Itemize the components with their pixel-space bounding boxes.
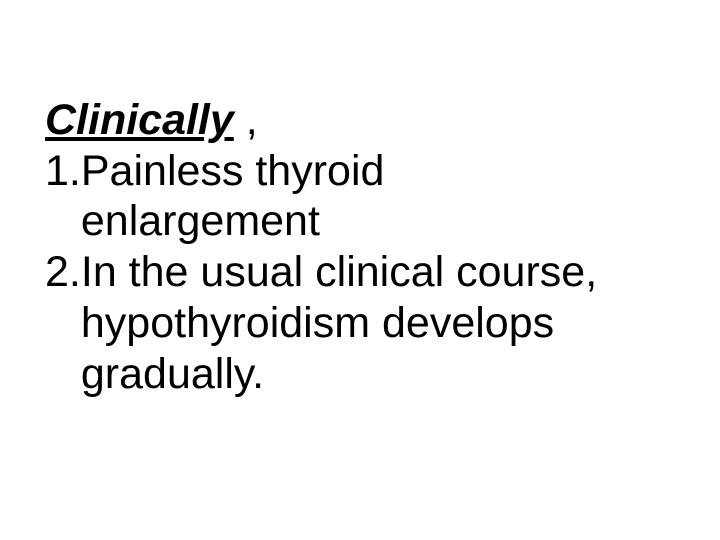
list-text: Painless thyroid enlargement (81, 146, 385, 247)
section-heading-line: Clinically , (45, 95, 660, 146)
list-text-line: gradually. (81, 350, 264, 398)
list-item: 1. Painless thyroid enlargement (45, 146, 660, 247)
list-text-line: hypothyroidism develops (81, 299, 554, 347)
section-heading: Clinically (45, 96, 234, 144)
list-text-line: Painless thyroid (81, 147, 385, 195)
slide: Clinically , 1. Painless thyroid enlarge… (0, 0, 720, 540)
list-text-line: enlargement (81, 197, 320, 245)
list-number: 1. (45, 146, 81, 247)
list-text-line: In the usual clinical course, (81, 248, 597, 296)
list-item: 2. In the usual clinical course, hypothy… (45, 247, 660, 399)
heading-suffix: , (234, 96, 258, 144)
list-text: In the usual clinical course, hypothyroi… (81, 247, 597, 399)
list-number: 2. (45, 247, 81, 399)
